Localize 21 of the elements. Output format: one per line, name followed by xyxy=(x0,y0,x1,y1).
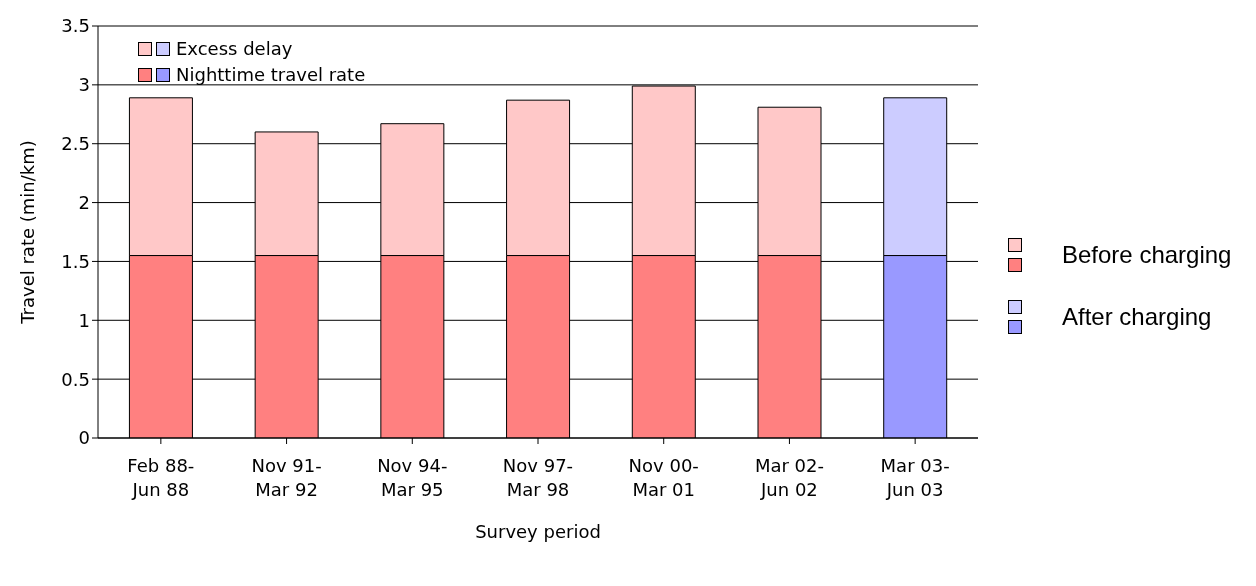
y-tick-label: 3.5 xyxy=(61,15,90,37)
y-tick-label: 2.5 xyxy=(61,133,90,155)
x-tick-label: Mar 03- Jun 03 xyxy=(880,455,950,500)
x-tick-label: Nov 94- Mar 95 xyxy=(377,455,448,500)
x-tick-label: Nov 91- Mar 92 xyxy=(251,455,322,500)
x-tick-label: Nov 97- Mar 98 xyxy=(502,455,574,500)
x-axis-title: Survey period xyxy=(475,521,601,542)
legend-label: Excess delay xyxy=(176,37,293,61)
x-tick-label: Feb 88- Jun 88 xyxy=(127,455,195,500)
text: Before charging xyxy=(1062,241,1232,269)
y-tick-label: 0.5 xyxy=(61,368,90,390)
text: After charging xyxy=(1062,303,1212,331)
y-tick-label: 1 xyxy=(78,309,90,331)
y-tick-label: 1.5 xyxy=(61,250,90,272)
y-tick-label: 2 xyxy=(78,191,90,213)
y-tick-label: 3 xyxy=(78,74,90,96)
y-axis-title: Travel rate (min/km) xyxy=(17,140,39,325)
x-tick-label: Nov 00- Mar 01 xyxy=(628,455,699,500)
legend-label: Nighttime travel rate xyxy=(176,63,366,87)
x-tick-label: Mar 02- Jun 02 xyxy=(754,455,824,500)
y-tick-label: 0 xyxy=(78,427,90,449)
